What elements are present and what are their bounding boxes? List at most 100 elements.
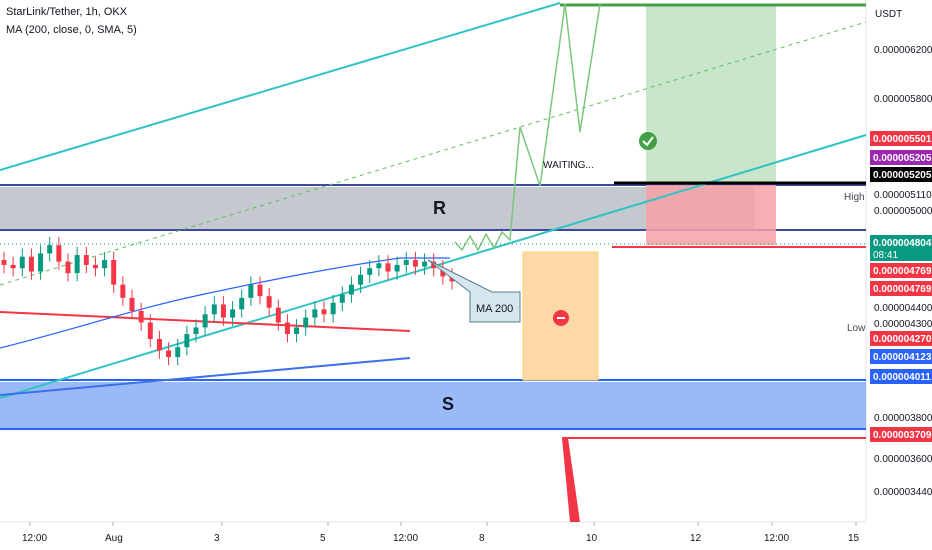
time-tick: 12:00 xyxy=(393,533,418,544)
price-badge-countdown: 08:41 xyxy=(873,250,898,261)
price-badge xyxy=(870,131,932,146)
candle-body xyxy=(111,260,117,285)
candle-body xyxy=(385,263,391,272)
time-tick: 3 xyxy=(214,533,220,544)
projection-path xyxy=(454,3,601,252)
price-badge-value: 0.000004123 xyxy=(873,352,932,363)
price-badge xyxy=(870,349,932,364)
candle-body xyxy=(220,304,226,318)
candle-body xyxy=(175,347,181,358)
symbol-title: StarLink/Tether, 1h, OKX xyxy=(6,6,128,18)
candle-body xyxy=(284,322,290,335)
price-badge xyxy=(870,167,932,182)
price-tick: 0.000006200 xyxy=(874,45,932,56)
price-tick: 0.000005110 xyxy=(874,190,932,201)
price-badge-value: 0.000005205 xyxy=(873,153,932,164)
price-badge xyxy=(870,235,932,261)
candle-body xyxy=(74,255,80,274)
candle-body xyxy=(92,264,98,269)
time-tick: 12:00 xyxy=(22,533,47,544)
candle-body xyxy=(47,245,53,254)
price-tick: 0.000005000 xyxy=(874,206,932,217)
candle-body xyxy=(422,261,428,267)
candle-body xyxy=(56,245,62,262)
candle-body xyxy=(358,274,364,285)
candle-body xyxy=(266,296,272,308)
blue-trend-line xyxy=(0,357,411,396)
price-badge-value: 0.000004804 xyxy=(873,238,932,249)
candle-body xyxy=(166,350,172,358)
low-label: Low xyxy=(847,323,866,334)
time-tick: 8 xyxy=(479,533,485,544)
candle-body xyxy=(257,284,263,297)
candle-body xyxy=(403,260,409,265)
candle-body xyxy=(147,322,153,339)
price-tick: 0.000004400 xyxy=(874,303,932,314)
waiting-label: WAITING... xyxy=(543,160,594,171)
candle-body xyxy=(129,297,135,311)
candle-body xyxy=(440,268,446,277)
resistance-label: R xyxy=(433,198,446,218)
price-tick: 0.000003600 xyxy=(874,454,932,465)
candle-body xyxy=(376,263,382,269)
price-badge xyxy=(870,427,932,442)
candle-body xyxy=(156,338,162,351)
candle-body xyxy=(303,317,309,328)
stop-zone xyxy=(646,185,776,245)
candle-body xyxy=(102,260,108,269)
candle-body xyxy=(275,307,281,323)
candle-body xyxy=(211,304,217,315)
price-badge xyxy=(870,150,932,165)
resistance-zone xyxy=(0,187,755,230)
check-icon xyxy=(639,132,657,150)
price-badge-value: 0.000004011 xyxy=(873,372,931,383)
candle-body xyxy=(348,284,354,295)
price-badge xyxy=(870,281,932,296)
channel-mid-line xyxy=(0,21,867,286)
candle-body xyxy=(1,260,7,265)
price-tick: 0.000005800 xyxy=(874,94,932,105)
candle-body xyxy=(193,327,199,335)
candle-body xyxy=(339,294,345,303)
time-tick: 5 xyxy=(320,533,326,544)
candle-body xyxy=(312,309,318,318)
price-badge-value: 0.000004270 xyxy=(873,334,932,345)
candle-body xyxy=(202,314,208,328)
candle-body xyxy=(248,284,254,298)
indicator-legend: MA (200, close, 0, SMA, 5) xyxy=(6,24,137,36)
candle-body xyxy=(10,264,16,269)
candle-body xyxy=(294,327,300,335)
price-badge-value: 0.000004769 xyxy=(873,266,932,277)
price-badge xyxy=(870,331,932,346)
candle-body xyxy=(449,276,455,282)
candle-body xyxy=(394,264,400,272)
price-tick: 0.000003440 xyxy=(874,487,932,498)
candle-body xyxy=(330,302,336,315)
price-badge-value: 0.000005501 xyxy=(873,134,932,145)
price-tick: 0.000004300 xyxy=(874,319,932,330)
price-badge-value: 0.000004769 xyxy=(873,284,932,295)
high-label-bg xyxy=(840,189,864,203)
candle-body xyxy=(412,260,418,267)
candle-body xyxy=(120,284,126,298)
orange-box xyxy=(522,251,599,381)
support-zone xyxy=(0,382,866,429)
candle-body xyxy=(28,256,34,272)
channel-upper-line xyxy=(0,2,561,171)
ma200-callout-label: MA 200 xyxy=(476,303,513,315)
candle-body xyxy=(65,261,71,274)
candle-body xyxy=(239,297,245,310)
candle-body xyxy=(38,253,44,272)
axis-currency: USDT xyxy=(875,9,902,20)
price-badge-value: 0.000003709 xyxy=(873,430,932,441)
price-tick: 0.000003800 xyxy=(874,413,932,424)
time-tick: 12:00 xyxy=(764,533,789,544)
check-icon-mark xyxy=(642,136,654,147)
candle-body xyxy=(138,311,144,323)
support-label: S xyxy=(442,394,454,414)
time-tick: 12 xyxy=(690,533,702,544)
candle-body xyxy=(184,334,190,348)
candle-body xyxy=(19,256,25,269)
